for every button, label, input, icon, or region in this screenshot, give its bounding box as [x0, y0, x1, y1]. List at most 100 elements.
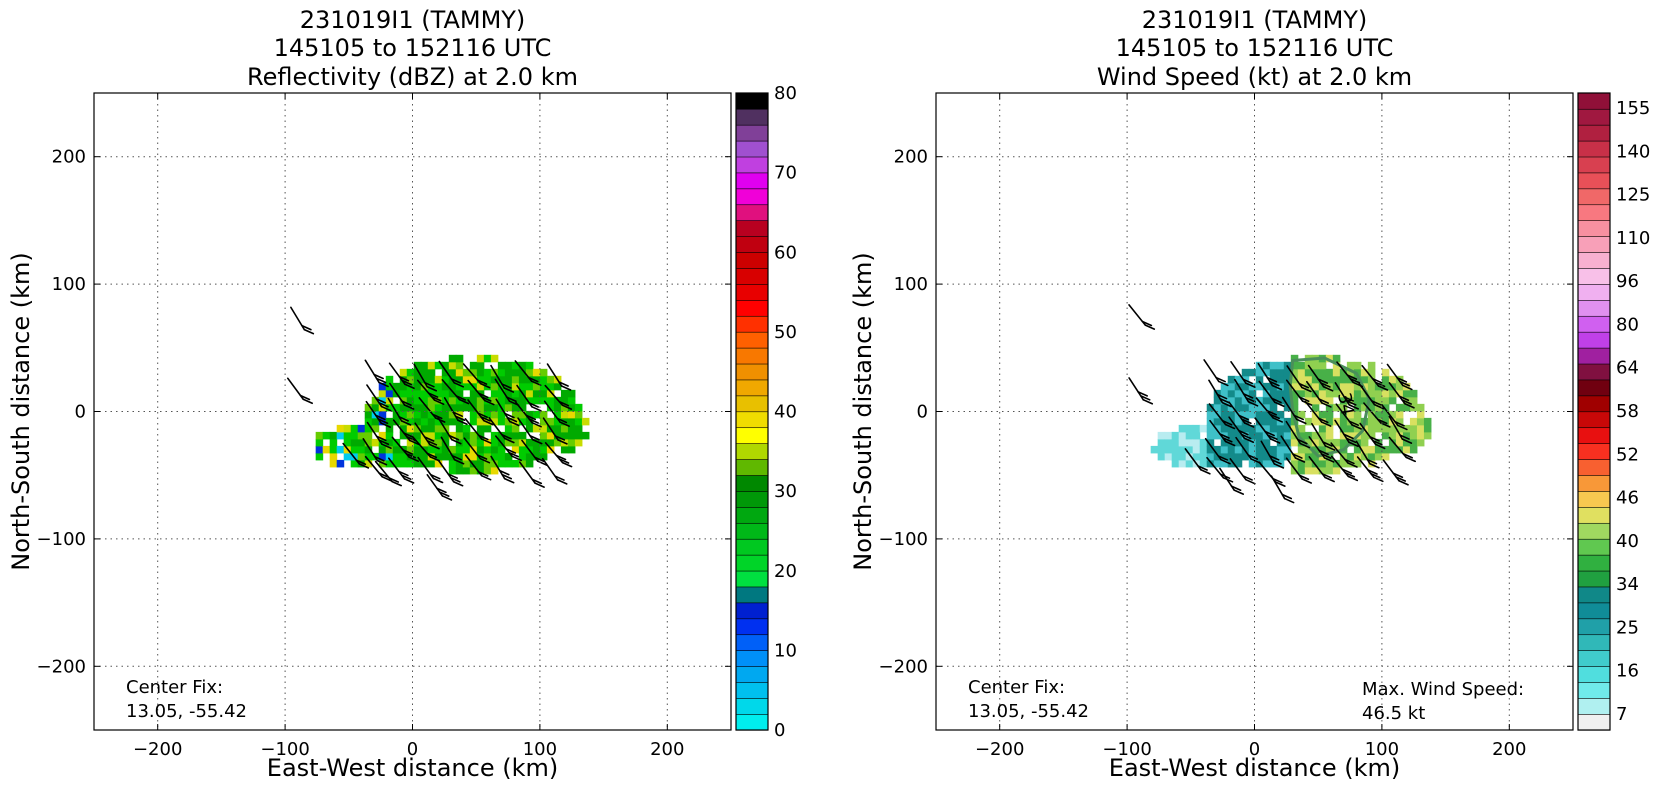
- field-cell: [1381, 403, 1390, 412]
- field-cell: [476, 459, 485, 468]
- barb-flag: [501, 473, 512, 480]
- barb-flag: [1349, 377, 1361, 384]
- field-cell: [1395, 417, 1404, 426]
- wind-barb-8: [392, 419, 420, 446]
- field-cell: [392, 459, 401, 468]
- field-cell: [1220, 382, 1229, 391]
- field-cell: [1318, 431, 1327, 440]
- field-cell: [1227, 438, 1236, 447]
- field-cell: [546, 382, 555, 391]
- field-cell: [1290, 368, 1299, 377]
- colorbar-tick-label-2: 20: [774, 561, 797, 582]
- colorbar-tick-label-8: 64: [1616, 358, 1639, 379]
- field-cell: [525, 438, 534, 447]
- barb-flag: [378, 472, 389, 478]
- field-cell: [1367, 452, 1376, 461]
- field-cell: [1423, 417, 1432, 426]
- field-cell: [1311, 396, 1320, 405]
- field-cell: [1185, 431, 1194, 440]
- barb-flag: [483, 399, 495, 406]
- colorbar-segment-9: [735, 570, 769, 588]
- field-cell: [1339, 368, 1348, 377]
- barb-flag: [1283, 497, 1295, 504]
- barb-flag: [558, 458, 570, 464]
- field-cell: [385, 459, 394, 468]
- field-cell: [413, 452, 422, 461]
- wind-center-fix-label: Center Fix:: [968, 677, 1065, 698]
- field-cell: [1213, 431, 1222, 440]
- field-cell: [1297, 410, 1306, 419]
- field-cell: [1381, 431, 1390, 440]
- field-cell: [399, 452, 408, 461]
- field-cell: [525, 417, 534, 426]
- barb-flag: [1370, 472, 1381, 479]
- field-cell: [1395, 410, 1404, 419]
- field-cell: [539, 452, 548, 461]
- barb-flag: [1348, 404, 1359, 410]
- field-cell: [1213, 424, 1222, 433]
- field-cell: [1304, 438, 1313, 447]
- reflectivity-title-line-2: 145105 to 152116 UTC: [274, 34, 552, 62]
- barb-flag: [561, 461, 573, 468]
- field-cell: [441, 452, 450, 461]
- barb-flag: [1372, 439, 1383, 446]
- field-cell: [455, 389, 464, 398]
- field-cell: [1367, 424, 1376, 433]
- field-cell: [1255, 445, 1264, 454]
- y-tick-label-1: 100: [52, 274, 86, 295]
- wind-barb-6: [1229, 458, 1256, 485]
- field-cell: [1157, 452, 1166, 461]
- wind-barb-40: [516, 384, 542, 412]
- field-cell: [1374, 410, 1383, 419]
- field-cell: [532, 389, 541, 398]
- barb-flag: [358, 463, 370, 469]
- field-cell: [1262, 431, 1271, 440]
- field-cell: [1353, 389, 1362, 398]
- field-cell: [1318, 459, 1327, 468]
- field-cell: [1178, 459, 1187, 468]
- field-cell: [1346, 410, 1355, 419]
- barb-flag: [403, 478, 415, 484]
- field-cell: [1339, 459, 1348, 468]
- field-cell: [483, 438, 492, 447]
- colorbar-segment-3: [735, 665, 769, 683]
- field-cell: [392, 452, 401, 461]
- barb-flag: [558, 381, 569, 387]
- field-cell: [413, 403, 422, 412]
- field-cell: [1255, 438, 1264, 447]
- colorbar-segment-37: [735, 124, 769, 142]
- barb-flag: [1324, 445, 1336, 451]
- reflectivity-y-axis-label: North-South distance (km): [7, 252, 35, 571]
- field-cell: [1276, 375, 1285, 384]
- colorbar-segment-13: [735, 506, 769, 524]
- barb-flag: [375, 435, 387, 442]
- barb-flag: [1301, 386, 1312, 393]
- field-cell: [1206, 403, 1215, 412]
- field-cell: [399, 424, 408, 433]
- field-cell: [441, 445, 450, 454]
- field-cell: [413, 389, 422, 398]
- wind-barb-31: [1330, 442, 1358, 468]
- field-cell: [420, 375, 429, 384]
- reflectivity-y-ticks: 200 100 0 −100 −200: [37, 147, 731, 677]
- field-cell: [1339, 396, 1348, 405]
- colorbar-segment-39: [1577, 92, 1611, 110]
- field-cell: [476, 438, 485, 447]
- reflectivity-x-axis-label: East-West distance (km): [267, 754, 558, 782]
- wind-barb-26: [1311, 422, 1336, 451]
- field-cell: [1402, 403, 1411, 412]
- wind-speed-x-axis-label: East-West distance (km): [1109, 754, 1400, 782]
- field-cell: [1220, 389, 1229, 398]
- field-cell: [406, 438, 415, 447]
- barb-flag: [559, 421, 570, 428]
- barb-flag: [1139, 395, 1151, 401]
- field-cell: [1360, 452, 1369, 461]
- field-cell: [504, 403, 513, 412]
- field-cell: [497, 396, 506, 405]
- barb-flag: [375, 377, 387, 384]
- field-cell: [504, 438, 513, 447]
- field-cell: [490, 445, 499, 454]
- wind-title-line-2: 145105 to 152116 UTC: [1116, 34, 1394, 62]
- field-cell: [427, 431, 436, 440]
- field-cell: [1325, 452, 1334, 461]
